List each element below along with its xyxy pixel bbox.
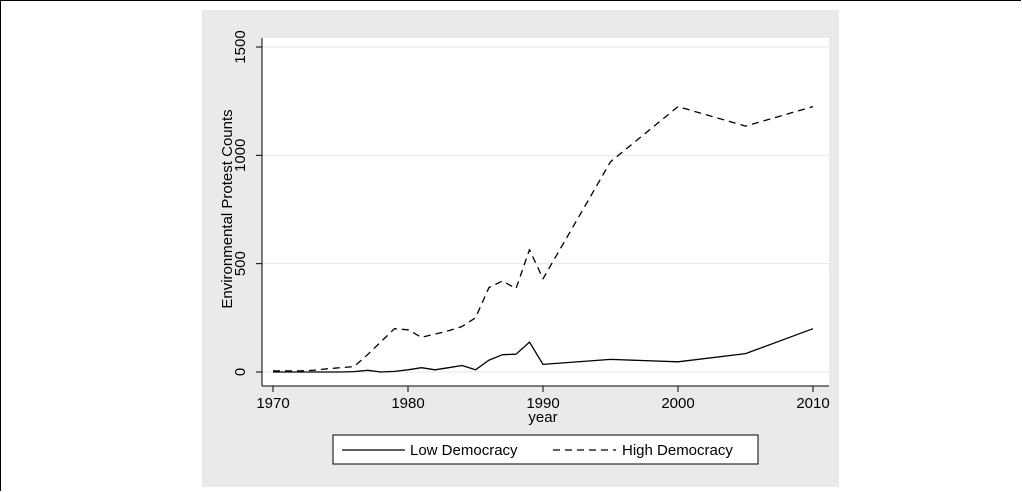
y-tick-label: 1000 (232, 139, 249, 172)
x-tick-label: 1980 (391, 395, 424, 412)
series-line-high-democracy (273, 105, 814, 372)
x-tick-label: 2010 (796, 395, 829, 412)
y-tick-label: 500 (232, 251, 249, 276)
x-tick-label: 1970 (256, 395, 289, 412)
x-tick-label: 1990 (526, 395, 559, 412)
plot-area (262, 38, 829, 386)
chart-panel: 0 500 1000 1500 1970 1980 1990 2000 2010 Enviro… (202, 10, 839, 487)
y-axis-label: Environmental Protest Counts (219, 109, 236, 308)
x-axis-ticks: 1970 1980 1990 2000 2010 (256, 386, 830, 412)
legend-label: High Democracy (622, 442, 733, 459)
x-tick-label: 2000 (661, 395, 694, 412)
x-axis-label: year (528, 409, 557, 426)
series-lines (273, 105, 814, 373)
series-line-low-democracy (273, 328, 814, 373)
legend-label: Low Democracy (410, 442, 518, 459)
y-tick-label: 1500 (232, 30, 249, 63)
y-axis-ticks: 0 500 1000 1500 (232, 30, 262, 376)
legend: Low Democracy High Democracy (332, 434, 759, 465)
y-tick-label: 0 (232, 368, 249, 376)
